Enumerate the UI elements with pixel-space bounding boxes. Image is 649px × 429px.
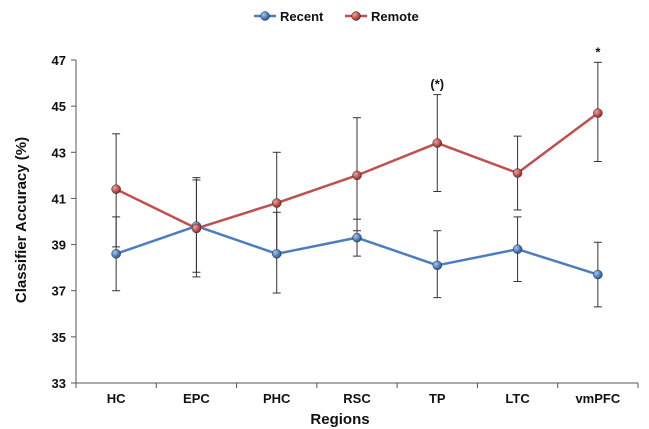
legend-label-remote: Remote: [371, 9, 419, 24]
annotation-label: (*): [430, 77, 444, 92]
data-point-recent: [432, 260, 443, 271]
data-point-remote: [432, 138, 443, 148]
data-point-recent: [593, 269, 603, 280]
data-point-remote: [593, 108, 603, 118]
annotations: (*) *: [430, 44, 601, 91]
x-axis-title: Regions: [310, 411, 369, 428]
y-axis-title: Classifier Accuracy (%): [13, 137, 30, 303]
data-point-remote: [271, 198, 282, 208]
y-tick-label: 45: [52, 99, 66, 114]
legend-marker-recent: [260, 11, 270, 21]
data-point-remote: [352, 170, 362, 181]
x-tick-label: EPC: [183, 391, 210, 406]
x-tick-label: TP: [429, 391, 446, 406]
y-axis: 33 35 37 39 41 43 45 47: [52, 53, 77, 391]
data-point-remote: [111, 184, 121, 194]
data-point-recent: [111, 249, 121, 259]
data-point-recent: [352, 232, 362, 243]
x-tick-label: vmPFC: [575, 391, 620, 406]
y-tick-label: 37: [52, 284, 66, 299]
legend-marker-remote: [351, 11, 361, 21]
x-tick-label: LTC: [505, 391, 530, 406]
error-bars: [112, 61, 602, 308]
data-point-remote: [512, 168, 523, 178]
y-tick-label: 41: [52, 191, 66, 206]
x-tick-label: RSC: [343, 391, 371, 406]
x-tick-label: PHC: [263, 391, 291, 406]
data-point-recent: [512, 244, 523, 254]
y-tick-label: 33: [52, 376, 66, 391]
data-points: [111, 108, 603, 280]
data-point-recent: [271, 249, 282, 259]
x-tick-label: HC: [107, 391, 126, 406]
y-tick-label: 35: [52, 330, 66, 345]
data-point-remote: [191, 223, 202, 234]
legend: Recent Remote: [254, 9, 419, 24]
annotation-label: *: [595, 44, 601, 59]
y-tick-label: 43: [52, 145, 66, 160]
y-tick-label: 39: [52, 238, 66, 253]
legend-label-recent: Recent: [280, 9, 324, 24]
y-tick-label: 47: [52, 53, 66, 68]
x-axis: HC EPC PHC RSC TP LTC vmPFC: [75, 382, 639, 406]
